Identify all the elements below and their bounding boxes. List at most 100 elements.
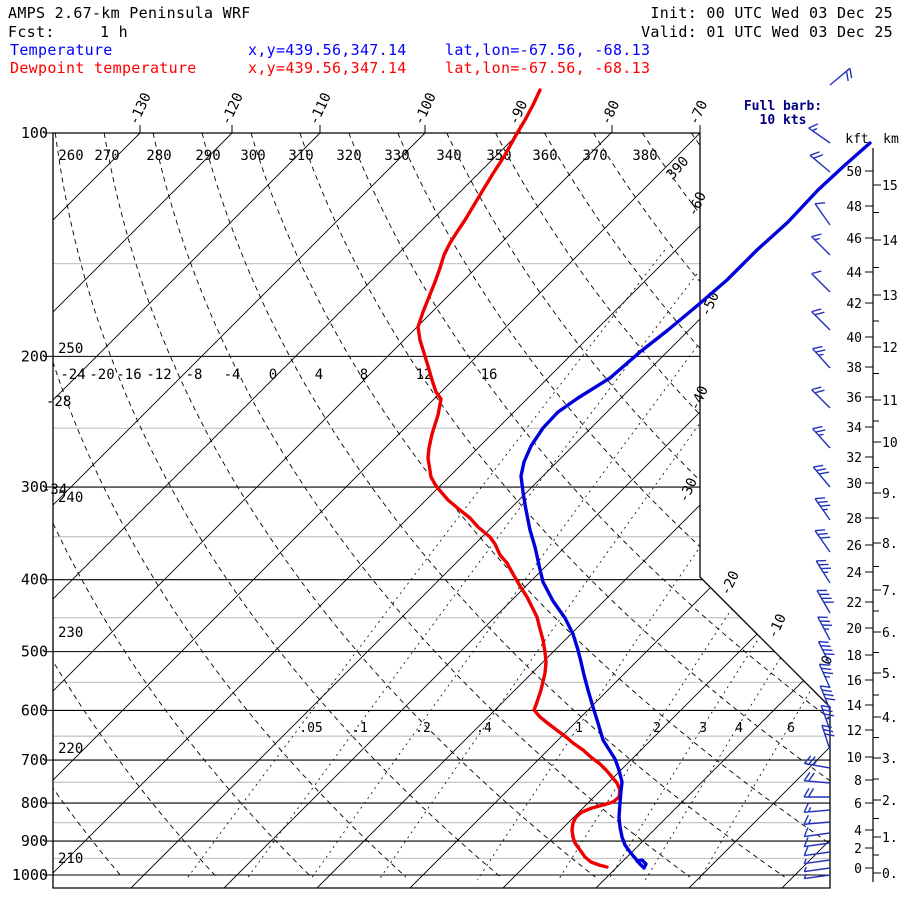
dry-adiabat-line	[250, 133, 830, 878]
theta-top-label: 290	[195, 148, 220, 164]
pressure-axis-label: 200	[21, 347, 48, 365]
full-barb-legend-line2: 10 kts	[760, 113, 807, 128]
barb-feather	[815, 529, 826, 532]
theta-left-label: 250	[58, 341, 83, 357]
dewpoint-trace	[416, 88, 622, 869]
isotherm-line	[223, 133, 830, 888]
wind-barb	[803, 802, 831, 813]
isotherm-200-label: -12	[146, 367, 171, 383]
mixing-ratio-label: 6	[787, 721, 795, 736]
theta-top-label: 300	[240, 148, 265, 164]
wind-barb	[811, 270, 831, 293]
km-label: 11.	[882, 394, 900, 409]
isotherm-line	[53, 133, 794, 888]
left-temp-label: -28	[46, 394, 71, 410]
wind-barb	[803, 858, 831, 865]
wind-barb	[814, 202, 831, 226]
pressure-axis-label: 400	[21, 571, 48, 589]
right-temp-label: -10	[765, 611, 790, 641]
barb-feather	[815, 429, 826, 433]
pressure-axis-label: 700	[21, 751, 48, 769]
barb-staff	[804, 874, 831, 880]
kft-label: 50	[846, 165, 862, 180]
isotherm-200-label: -8	[186, 367, 203, 383]
barb-staff	[804, 762, 831, 769]
kft-label: 24	[846, 566, 862, 581]
barb-feather	[814, 389, 825, 394]
wind-barb	[814, 529, 831, 553]
theta-left-label: 230	[58, 625, 83, 641]
wind-barb	[812, 464, 831, 488]
km-axis-title: km	[883, 132, 899, 147]
kft-axis-title: kft	[845, 132, 868, 147]
dry-adiabat-line	[348, 133, 830, 878]
wind-barb	[816, 589, 834, 614]
right-temp-label: -20	[718, 568, 743, 598]
barb-feather	[809, 151, 820, 156]
dry-adiabat-line	[397, 133, 830, 878]
wind-barb	[803, 755, 831, 769]
barb-half-feather	[814, 237, 820, 241]
barb-staff	[804, 851, 831, 857]
kft-label: 22	[846, 596, 862, 611]
wind-barb	[812, 345, 831, 369]
theta-top-label: 320	[336, 148, 361, 164]
dry-adiabat-line	[299, 133, 830, 878]
isotherm-200-label: -16	[116, 367, 141, 383]
km-label: 2.	[882, 794, 898, 809]
barb-feather	[823, 728, 834, 733]
forecast-hour-label: Fcst:	[8, 23, 55, 41]
pressure-axis-label: 100	[21, 124, 48, 142]
temperature-trace	[519, 141, 872, 870]
pressure-axis-label: 300	[21, 478, 48, 496]
chart-title: AMPS 2.67-km Peninsula WRF	[8, 4, 251, 22]
barb-staff	[817, 616, 831, 641]
left-temp-label: -34	[42, 482, 67, 498]
barb-staff	[811, 236, 831, 256]
wind-barb	[821, 724, 835, 751]
barb-staff	[814, 530, 831, 553]
isotherm-line	[53, 133, 233, 888]
barb-feather	[849, 68, 853, 79]
theta-corner-label: 390	[664, 154, 693, 184]
kft-label: 26	[846, 539, 862, 554]
barb-staff	[816, 590, 831, 614]
mixing-ratio-line	[378, 249, 827, 881]
barb-feather	[820, 536, 831, 539]
mixing-ratio-label: .1	[352, 721, 368, 736]
barb-staff	[820, 705, 831, 731]
barb-feather	[803, 787, 810, 798]
top-temp-label: -80	[598, 98, 623, 128]
barb-feather	[822, 649, 833, 652]
barb-staff	[812, 428, 831, 449]
isotherm-line	[53, 133, 701, 888]
theta-top-label: 340	[436, 148, 461, 164]
isotherm-line	[316, 133, 830, 888]
dry-adiabat-line	[54, 133, 501, 878]
km-label: 10.	[882, 436, 900, 451]
barb-half-feather	[807, 819, 812, 825]
dewpoint-legend-label: Dewpoint temperature	[10, 59, 197, 77]
top-temp-label: -100	[411, 90, 440, 127]
wind-barb	[817, 640, 835, 666]
barb-feather	[808, 772, 815, 782]
barb-feather	[803, 755, 812, 764]
kft-label: 18	[846, 649, 862, 664]
barb-feather	[815, 202, 826, 205]
isotherm-line	[53, 133, 520, 888]
barb-staff	[804, 821, 831, 825]
wind-barb	[803, 772, 831, 784]
temperature-xy: x,y=439.56,347.14	[248, 41, 407, 59]
kft-label: 30	[846, 477, 862, 492]
barb-half-feather	[803, 858, 807, 864]
theta-top-label: 360	[532, 148, 557, 164]
pressure-axis-label: 600	[21, 701, 48, 719]
kft-label: 46	[846, 232, 862, 247]
dry-adiabat-line	[446, 133, 830, 878]
barb-feather	[821, 724, 832, 729]
isotherm-line	[502, 133, 830, 888]
km-label: 5.	[882, 667, 898, 682]
barb-feather	[807, 787, 815, 798]
wind-barb	[812, 425, 831, 449]
